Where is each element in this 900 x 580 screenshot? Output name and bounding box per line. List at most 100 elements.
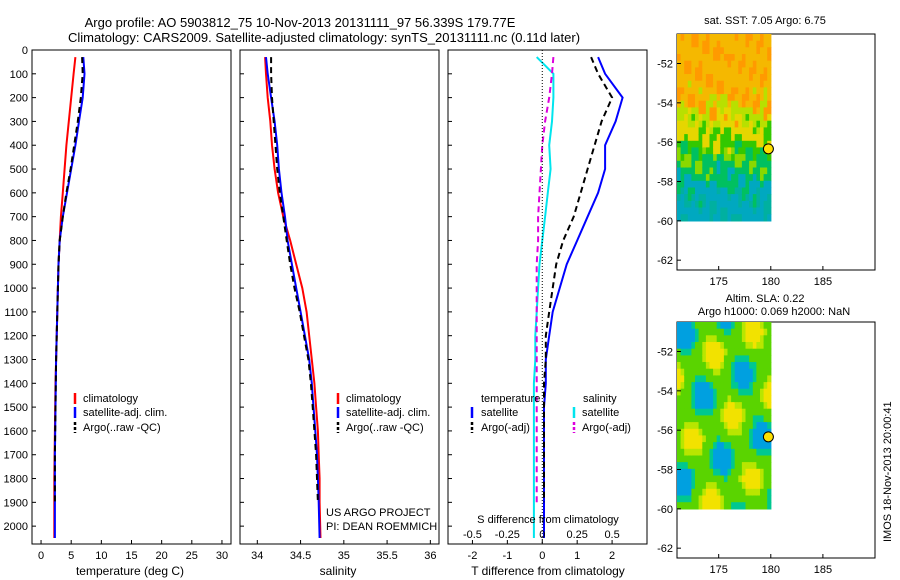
map-cell xyxy=(705,375,711,383)
map-cell xyxy=(760,74,765,82)
map-cell xyxy=(734,435,739,443)
map-cell xyxy=(680,375,685,383)
map-cell xyxy=(684,395,689,403)
map-cell xyxy=(745,114,750,122)
x-tick-label: 2 xyxy=(609,550,615,562)
map-cell xyxy=(680,194,685,202)
map-cell xyxy=(749,87,754,95)
map-cell xyxy=(713,174,718,182)
map-cell xyxy=(741,488,747,497)
map-cell xyxy=(687,502,692,510)
map-cell xyxy=(760,167,765,175)
map-cell xyxy=(752,502,757,510)
map-cell xyxy=(752,34,757,42)
map-cell xyxy=(723,395,729,403)
map-cell xyxy=(709,47,714,55)
map-cell xyxy=(691,147,696,155)
map-cell xyxy=(713,502,718,510)
map-cell xyxy=(705,402,711,410)
map-cell xyxy=(723,495,729,503)
map-cell xyxy=(720,455,725,463)
map-cell xyxy=(738,40,743,48)
map-cell xyxy=(691,382,696,390)
map-cell xyxy=(760,127,765,135)
map-cell xyxy=(687,140,692,149)
map-cell xyxy=(713,154,718,162)
map-cell xyxy=(713,462,718,470)
map-cell xyxy=(731,127,736,135)
map-cell xyxy=(698,482,703,490)
map-cell xyxy=(760,80,765,88)
map-cell xyxy=(677,194,682,202)
map-cell xyxy=(756,502,761,510)
legend-label: Argo(-adj) xyxy=(582,422,631,434)
map-cell xyxy=(741,362,747,370)
map-cell xyxy=(752,60,757,68)
map-cell xyxy=(691,34,696,42)
y-tick-label: -60 xyxy=(657,504,673,516)
map-cell xyxy=(760,335,765,343)
map-cell xyxy=(684,382,689,390)
map-cell xyxy=(731,355,736,363)
map-cell xyxy=(716,495,721,503)
map-cell xyxy=(731,34,736,42)
map-cell xyxy=(709,120,714,128)
map-cell xyxy=(691,368,696,376)
map-cell xyxy=(705,54,711,62)
map-cell xyxy=(691,114,696,122)
map-cell xyxy=(731,214,736,222)
series-line-satellite xyxy=(543,56,624,538)
x-tick-label: -2 xyxy=(468,550,478,562)
map-cell xyxy=(752,375,757,383)
map-cell xyxy=(738,448,743,457)
map-cell xyxy=(709,40,714,48)
map-cell xyxy=(687,348,692,356)
map-cell xyxy=(723,160,729,169)
map-cell xyxy=(752,362,757,370)
x-tick-label: -1 xyxy=(502,550,512,562)
map-cell xyxy=(713,200,718,209)
map-cell xyxy=(705,335,711,343)
map-cell xyxy=(716,47,721,55)
map-cell xyxy=(687,475,692,483)
map-cell xyxy=(687,402,692,410)
map-cell xyxy=(734,140,739,149)
map-cell xyxy=(756,455,761,463)
map-cell xyxy=(734,488,739,497)
map-cell xyxy=(734,147,739,155)
map-cell xyxy=(731,74,736,82)
map-cell xyxy=(687,328,692,336)
map-cell xyxy=(716,362,721,370)
map-cell xyxy=(745,382,750,390)
map-cell xyxy=(705,482,711,490)
map-cell xyxy=(727,388,732,396)
map-cell xyxy=(727,94,732,102)
map-cell xyxy=(734,375,739,383)
map-cell xyxy=(691,362,696,370)
x2-tick-label: 0.5 xyxy=(604,529,619,541)
map-cell xyxy=(731,402,736,410)
map-cell xyxy=(716,180,721,189)
map-cell xyxy=(723,154,729,162)
map-cell xyxy=(687,422,692,430)
map-cell xyxy=(727,187,732,195)
map-cell xyxy=(687,207,692,215)
map-cell xyxy=(698,402,703,410)
map-cell xyxy=(680,94,685,102)
map-cell xyxy=(716,214,721,222)
map-cell xyxy=(691,348,696,356)
map-cell xyxy=(756,428,761,437)
map-cell xyxy=(720,167,725,175)
map-cell xyxy=(691,462,696,470)
map-cell xyxy=(698,200,703,209)
map-cell xyxy=(767,60,772,68)
map-cell xyxy=(767,462,772,470)
map-cell xyxy=(677,375,682,383)
map-cell xyxy=(695,200,700,209)
map-cell xyxy=(749,435,754,443)
map-cell xyxy=(705,154,711,162)
map-cell xyxy=(727,174,732,182)
map-cell xyxy=(716,382,721,390)
map-cell xyxy=(731,435,736,443)
map-cell xyxy=(691,40,696,48)
